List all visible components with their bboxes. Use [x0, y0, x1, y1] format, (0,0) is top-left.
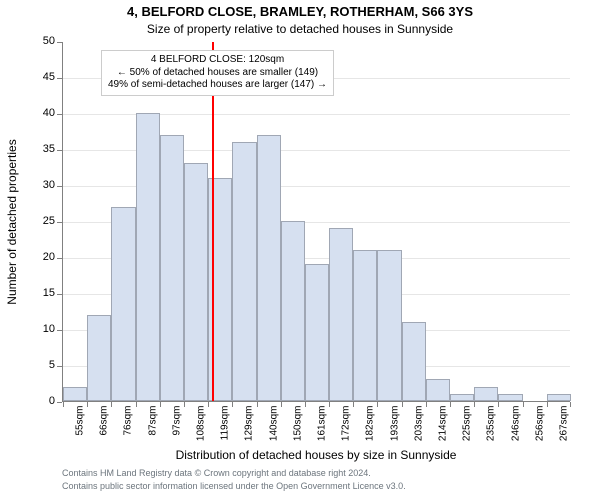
bar	[450, 394, 474, 401]
chart-title: 4, BELFORD CLOSE, BRAMLEY, ROTHERHAM, S6…	[0, 4, 600, 19]
x-tick	[232, 402, 233, 407]
annotation-line-2: ← 50% of detached houses are smaller (14…	[108, 67, 327, 80]
y-tick-label: 15	[27, 287, 55, 299]
y-tick-label: 30	[27, 179, 55, 191]
bar	[377, 250, 401, 401]
x-tick-label: 129sqm	[244, 406, 255, 442]
x-tick	[305, 402, 306, 407]
bar	[232, 142, 256, 401]
y-tick	[57, 222, 62, 223]
x-tick	[450, 402, 451, 407]
bar	[305, 264, 329, 401]
y-tick-label: 10	[27, 323, 55, 335]
y-tick	[57, 366, 62, 367]
y-tick	[57, 258, 62, 259]
x-tick	[547, 402, 548, 407]
bar	[498, 394, 522, 401]
x-tick	[498, 402, 499, 407]
y-axis-title: Number of detached properties	[5, 139, 19, 304]
bar	[184, 163, 208, 401]
bar	[160, 135, 184, 401]
bar	[63, 387, 87, 401]
x-tick-label: 108sqm	[196, 406, 207, 442]
bar	[87, 315, 111, 401]
x-tick-label: 267sqm	[558, 406, 569, 442]
y-tick	[57, 78, 62, 79]
y-tick-label: 35	[27, 143, 55, 155]
y-tick-label: 0	[27, 395, 55, 407]
x-tick	[353, 402, 354, 407]
x-tick-label: 256sqm	[534, 406, 545, 442]
x-tick-label: 235sqm	[486, 406, 497, 442]
bar	[136, 113, 160, 401]
x-tick	[184, 402, 185, 407]
x-tick	[136, 402, 137, 407]
x-tick-label: 76sqm	[123, 406, 134, 436]
x-tick-label: 97sqm	[171, 406, 182, 436]
x-tick	[160, 402, 161, 407]
x-tick	[208, 402, 209, 407]
plot-area: 0510152025303540455055sqm66sqm76sqm87sqm…	[62, 42, 570, 402]
x-tick	[281, 402, 282, 407]
bar	[353, 250, 377, 401]
chart-container: 4, BELFORD CLOSE, BRAMLEY, ROTHERHAM, S6…	[0, 0, 600, 500]
y-tick	[57, 150, 62, 151]
x-tick-label: 214sqm	[437, 406, 448, 442]
x-tick-label: 55sqm	[75, 406, 86, 436]
footer-line-1: Contains HM Land Registry data © Crown c…	[62, 468, 371, 478]
chart-subtitle: Size of property relative to detached ho…	[0, 22, 600, 36]
bar	[281, 221, 305, 401]
x-tick-label: 161sqm	[317, 406, 328, 442]
y-tick	[57, 114, 62, 115]
x-tick-label: 225sqm	[462, 406, 473, 442]
y-tick-label: 5	[27, 359, 55, 371]
x-tick	[426, 402, 427, 407]
x-tick-label: 246sqm	[510, 406, 521, 442]
y-tick-label: 40	[27, 107, 55, 119]
x-axis-title: Distribution of detached houses by size …	[62, 448, 570, 462]
x-tick-label: 87sqm	[147, 406, 158, 436]
bar	[547, 394, 571, 401]
x-tick	[523, 402, 524, 407]
bar	[257, 135, 281, 401]
x-tick	[402, 402, 403, 407]
bar	[474, 387, 498, 401]
y-tick-label: 20	[27, 251, 55, 263]
y-tick-label: 45	[27, 71, 55, 83]
bar	[426, 379, 450, 401]
y-tick-label: 25	[27, 215, 55, 227]
y-tick	[57, 294, 62, 295]
x-tick	[111, 402, 112, 407]
x-tick-label: 150sqm	[292, 406, 303, 442]
y-tick	[57, 402, 62, 403]
x-tick	[63, 402, 64, 407]
y-tick	[57, 186, 62, 187]
x-tick-label: 140sqm	[268, 406, 279, 442]
x-tick	[257, 402, 258, 407]
x-tick	[329, 402, 330, 407]
annotation-line-1: 4 BELFORD CLOSE: 120sqm	[108, 54, 327, 67]
x-tick-label: 66sqm	[99, 406, 110, 436]
x-tick-label: 182sqm	[365, 406, 376, 442]
x-tick	[87, 402, 88, 407]
y-tick	[57, 330, 62, 331]
y-tick-label: 50	[27, 35, 55, 47]
x-tick-label: 193sqm	[389, 406, 400, 442]
reference-line	[212, 42, 214, 401]
x-tick	[474, 402, 475, 407]
annotation-box: 4 BELFORD CLOSE: 120sqm ← 50% of detache…	[101, 50, 334, 96]
footer-line-2: Contains public sector information licen…	[62, 481, 406, 491]
x-tick	[570, 402, 571, 407]
x-tick-label: 119sqm	[220, 406, 231, 441]
bar	[402, 322, 426, 401]
x-tick-label: 172sqm	[341, 406, 352, 442]
bar	[111, 207, 135, 401]
y-axis-title-wrap: Number of detached properties	[4, 42, 20, 402]
y-tick	[57, 42, 62, 43]
x-tick-label: 203sqm	[413, 406, 424, 442]
bar	[329, 228, 353, 401]
annotation-line-3: 49% of semi-detached houses are larger (…	[108, 79, 327, 92]
x-tick	[377, 402, 378, 407]
